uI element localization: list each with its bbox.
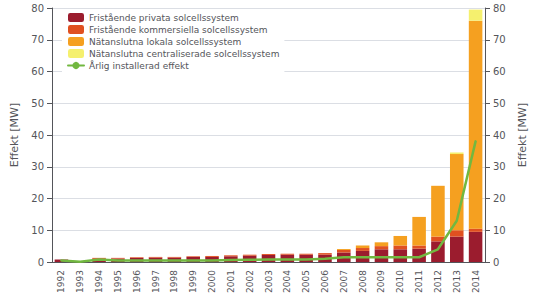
svg-text:20: 20: [493, 193, 506, 204]
svg-text:2012: 2012: [433, 270, 443, 293]
svg-text:2010: 2010: [395, 270, 405, 293]
svg-text:1995: 1995: [113, 270, 123, 293]
svg-text:70: 70: [31, 34, 44, 45]
svg-text:Effekt [MW]: Effekt [MW]: [8, 103, 21, 167]
svg-text:2008: 2008: [358, 270, 368, 293]
svg-text:2002: 2002: [245, 270, 255, 293]
svg-text:2014: 2014: [471, 270, 481, 293]
svg-text:20: 20: [31, 193, 44, 204]
svg-text:2011: 2011: [414, 270, 424, 293]
svg-text:40: 40: [31, 130, 44, 141]
svg-text:30: 30: [31, 161, 44, 172]
svg-text:1993: 1993: [75, 270, 85, 293]
svg-text:Nätanslutna lokala solcellssys: Nätanslutna lokala solcellssystem: [89, 37, 241, 47]
svg-text:Fristående kommersiella solcel: Fristående kommersiella solcellssystem: [89, 25, 268, 35]
svg-text:1997: 1997: [151, 270, 161, 293]
svg-text:80: 80: [493, 3, 506, 14]
svg-text:Effekt [MW]: Effekt [MW]: [516, 103, 529, 167]
svg-text:Fristående privata solcellssys: Fristående privata solcellssystem: [89, 13, 239, 23]
svg-text:1994: 1994: [94, 270, 104, 293]
svg-text:2001: 2001: [226, 270, 236, 293]
svg-text:60: 60: [31, 66, 44, 77]
svg-text:Årlig installerad effekt: Årlig installerad effekt: [89, 60, 189, 71]
svg-text:1992: 1992: [56, 270, 66, 293]
svg-text:2005: 2005: [301, 270, 311, 293]
svg-text:Nätanslutna centraliserade sol: Nätanslutna centraliserade solcellssyste…: [89, 49, 279, 59]
svg-text:70: 70: [493, 34, 506, 45]
svg-text:0: 0: [493, 257, 499, 268]
svg-text:2004: 2004: [282, 270, 292, 293]
svg-text:80: 80: [31, 3, 44, 14]
svg-text:50: 50: [493, 98, 506, 109]
svg-text:1998: 1998: [169, 270, 179, 293]
svg-text:2000: 2000: [207, 270, 217, 293]
svg-text:1999: 1999: [188, 270, 198, 293]
svg-text:2006: 2006: [320, 270, 330, 293]
svg-text:1996: 1996: [132, 270, 142, 293]
svg-text:2007: 2007: [339, 270, 349, 293]
svg-text:10: 10: [493, 225, 506, 236]
svg-text:2013: 2013: [452, 270, 462, 293]
svg-text:2003: 2003: [264, 270, 274, 293]
svg-text:60: 60: [493, 66, 506, 77]
svg-text:40: 40: [493, 130, 506, 141]
svg-text:10: 10: [31, 225, 44, 236]
svg-text:0: 0: [38, 257, 44, 268]
svg-text:50: 50: [31, 98, 44, 109]
svg-text:2009: 2009: [376, 270, 386, 293]
svg-text:30: 30: [493, 161, 506, 172]
